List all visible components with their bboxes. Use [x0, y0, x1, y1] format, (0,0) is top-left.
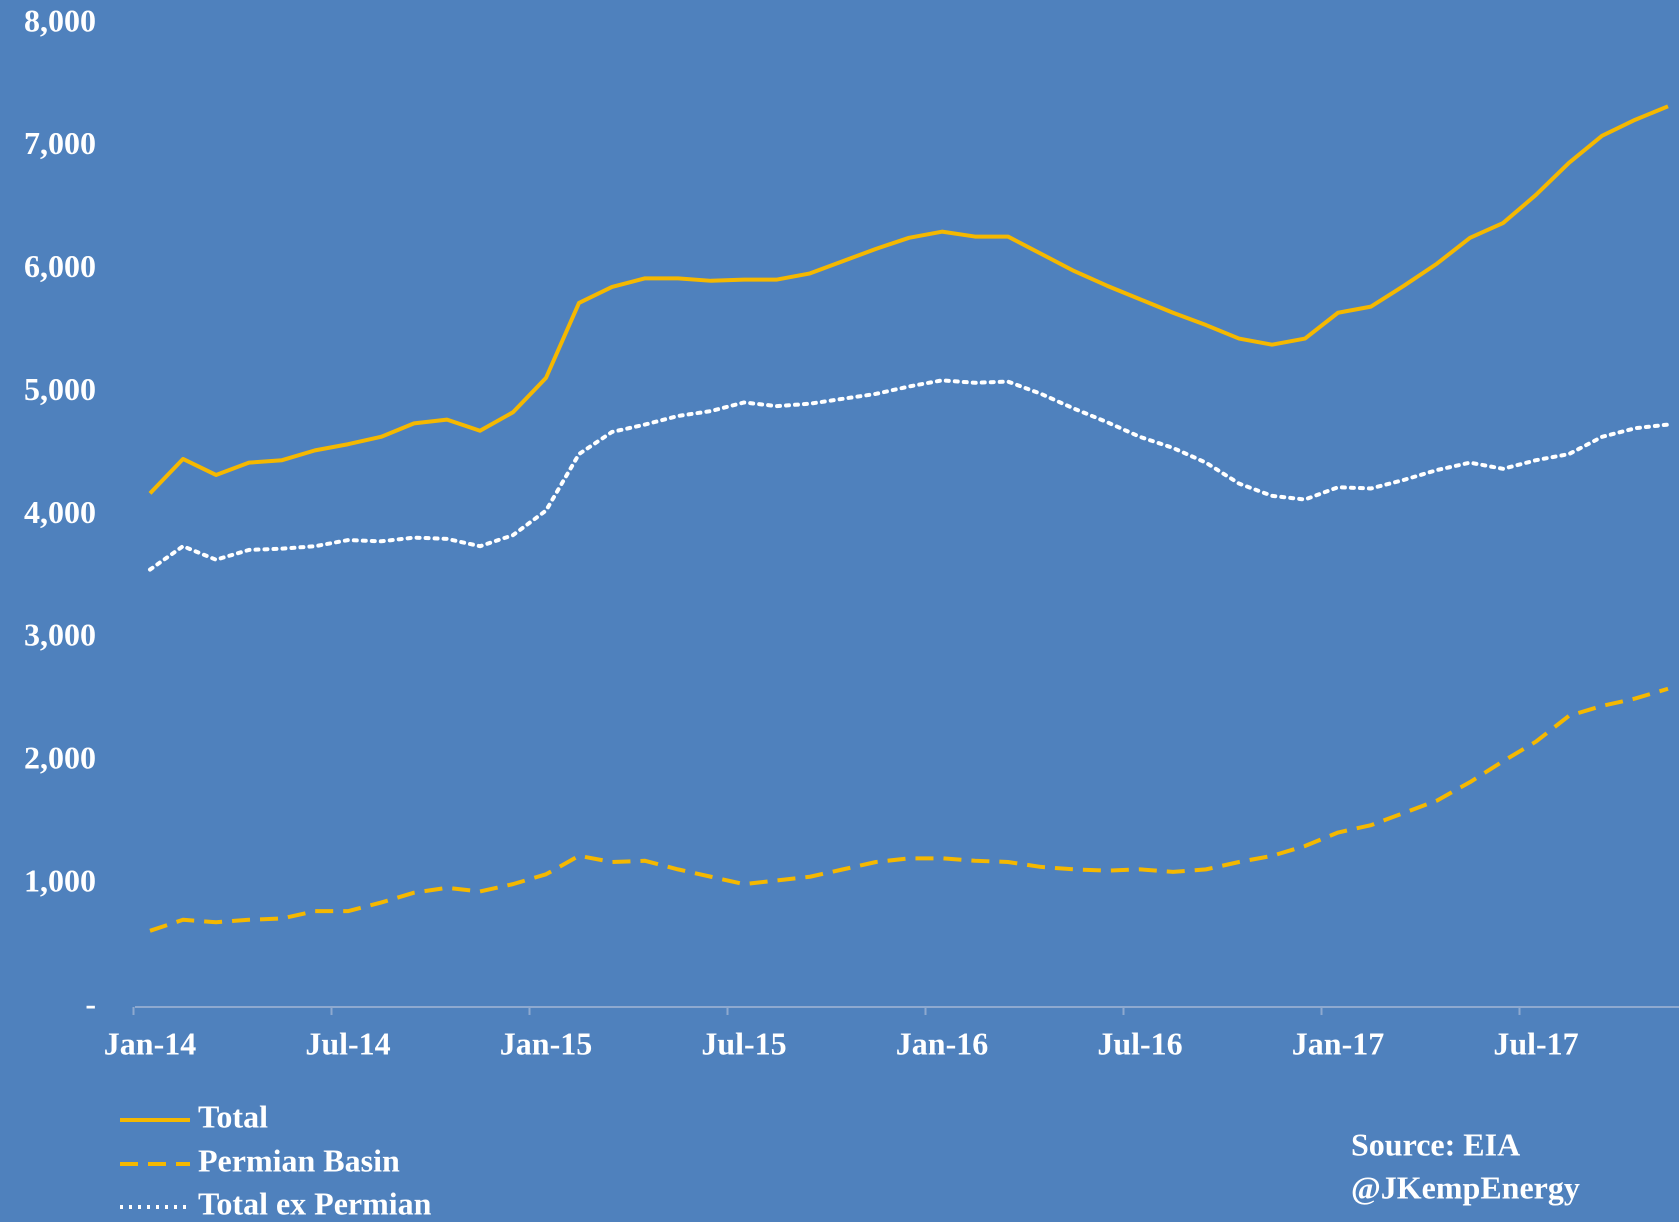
y-tick-label: 6,000 — [24, 248, 96, 284]
y-tick-label: 8,000 — [24, 2, 96, 38]
source-note: Source: EIA — [1351, 1126, 1520, 1162]
source-note: @JKempEnergy — [1351, 1169, 1580, 1205]
y-tick-label: - — [85, 985, 96, 1021]
x-tick-label: Jan-17 — [1292, 1025, 1384, 1061]
y-tick-label: 7,000 — [24, 125, 96, 161]
x-tick-label: Jul-16 — [1097, 1025, 1182, 1061]
legend-label: Permian Basin — [198, 1142, 400, 1178]
legend-label: Total ex Permian — [198, 1185, 432, 1221]
y-tick-label: 3,000 — [24, 617, 96, 653]
series-line — [148, 378, 1670, 572]
x-tick-label: Jan-14 — [104, 1025, 196, 1061]
legend-label: Total — [198, 1098, 268, 1134]
y-tick-label: 4,000 — [24, 494, 96, 530]
x-tick-label: Jan-15 — [500, 1025, 592, 1061]
y-tick-label: 2,000 — [24, 740, 96, 776]
x-tick-label: Jul-14 — [305, 1025, 390, 1061]
series-line — [148, 104, 1669, 495]
x-tick-label: Jan-16 — [896, 1025, 988, 1061]
series-line — [149, 686, 1669, 933]
y-tick-label: 5,000 — [24, 371, 96, 407]
x-tick-label: Jul-17 — [1493, 1025, 1578, 1061]
x-tick-label: Jul-15 — [701, 1025, 786, 1061]
y-tick-label: 1,000 — [24, 862, 96, 898]
